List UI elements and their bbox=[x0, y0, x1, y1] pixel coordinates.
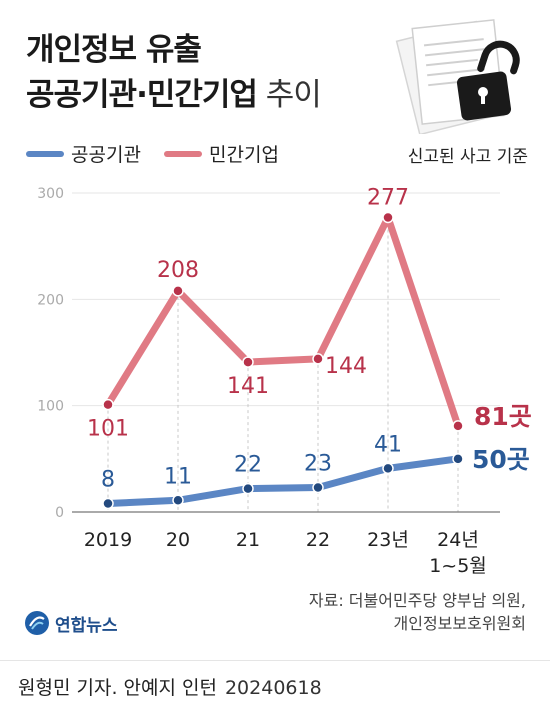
footer: 원형민 기자. 안예지 인턴 20240618 bbox=[0, 660, 550, 712]
chart-title-thin: 추이 bbox=[256, 77, 322, 113]
public-series-line bbox=[104, 455, 462, 507]
private-data-label: 81곳 bbox=[474, 402, 532, 431]
chart-title-line2: 공공기관·민간기업 추이 bbox=[26, 69, 322, 114]
credit-line: 원형민 기자. 안예지 인턴 20240618 bbox=[18, 673, 322, 700]
private-point bbox=[102, 398, 114, 411]
public-data-label: 41 bbox=[374, 432, 402, 457]
x-tick-label: 2019 bbox=[84, 529, 132, 551]
private-series-line bbox=[104, 213, 462, 430]
x-tick-label: 20 bbox=[166, 529, 190, 551]
unlocked-padlock-icon bbox=[456, 40, 520, 121]
public-point bbox=[172, 494, 184, 507]
public-data-label: 50곳 bbox=[472, 445, 530, 474]
yonhap-logo: 연합뉴스 bbox=[24, 610, 118, 636]
y-tick-label: 0 bbox=[55, 505, 64, 521]
y-tick-label: 300 bbox=[37, 186, 64, 202]
basis-note: 신고된 사고 기준 bbox=[407, 147, 528, 167]
x-tick-label: 21 bbox=[236, 529, 260, 551]
chart-title-bold: 공공기관·민간기업 bbox=[26, 77, 258, 113]
public-data-label: 8 bbox=[101, 467, 115, 492]
yonhap-globe-logo bbox=[25, 611, 49, 635]
credit-author: 원형민 기자. 안예지 인턴 bbox=[18, 677, 217, 699]
public-point bbox=[452, 453, 464, 465]
public-point bbox=[312, 481, 324, 494]
source-note: 자료: 더불어민주당 양부남 의원, 개인정보보호위원회 bbox=[309, 589, 526, 635]
public-point bbox=[102, 497, 114, 510]
private-data-label: 144 bbox=[325, 354, 367, 379]
chart-title-line1: 개인정보 유출 bbox=[26, 32, 202, 68]
private-data-label: 277 bbox=[367, 185, 409, 210]
private-point bbox=[242, 356, 254, 368]
legend-item-public: 공공기관 bbox=[26, 140, 141, 167]
private-point bbox=[382, 211, 394, 224]
private-data-label: 208 bbox=[157, 258, 199, 283]
chart-series bbox=[102, 211, 464, 510]
legend-item-private: 민간기업 bbox=[164, 140, 279, 167]
private-point bbox=[312, 353, 324, 365]
public-data-label: 22 bbox=[234, 453, 262, 478]
public-data-label: 23 bbox=[304, 452, 332, 477]
chart-labels: 101 208 141 144 277 81곳 8 11 22 23 41 50곳 bbox=[87, 185, 532, 492]
public-point bbox=[242, 482, 254, 495]
x-tick-label: 1~5월 bbox=[429, 555, 487, 577]
legend-label-private: 민간기업 bbox=[209, 144, 279, 166]
legend-swatch-public bbox=[26, 150, 64, 157]
logo-text: 연합뉴스 bbox=[55, 615, 118, 636]
credit-date: 20240618 bbox=[224, 677, 322, 699]
line-chart: 0 100 200 300 2019 20 21 22 23년 24년 1~5월 101 208 141… bbox=[37, 185, 532, 577]
x-tick-label: 22 bbox=[306, 529, 330, 551]
private-point bbox=[172, 285, 184, 297]
document-and-unlocked-padlock-icon bbox=[395, 19, 520, 134]
public-data-label: 11 bbox=[164, 464, 192, 489]
source-line-2: 개인정보보호위원회 bbox=[393, 614, 526, 633]
legend-label-public: 공공기관 bbox=[71, 144, 141, 166]
source-line-1: 자료: 더불어민주당 양부남 의원, bbox=[308, 591, 526, 610]
private-data-label: 101 bbox=[87, 417, 129, 442]
x-tick-label: 24년 bbox=[437, 529, 479, 551]
chart-axes: 0 100 200 300 2019 20 21 22 23년 24년 1~5월 bbox=[37, 186, 500, 577]
legend-swatch-private bbox=[164, 150, 202, 157]
infographic-card: 개인정보 유출 공공기관·민간기업 추이 공공기관 bbox=[24, 19, 532, 636]
private-point bbox=[452, 420, 464, 432]
y-tick-label: 200 bbox=[37, 292, 64, 308]
x-tick-label: 23년 bbox=[367, 529, 409, 551]
private-data-label: 141 bbox=[227, 374, 269, 399]
y-tick-label: 100 bbox=[37, 399, 64, 415]
public-point bbox=[382, 462, 394, 475]
